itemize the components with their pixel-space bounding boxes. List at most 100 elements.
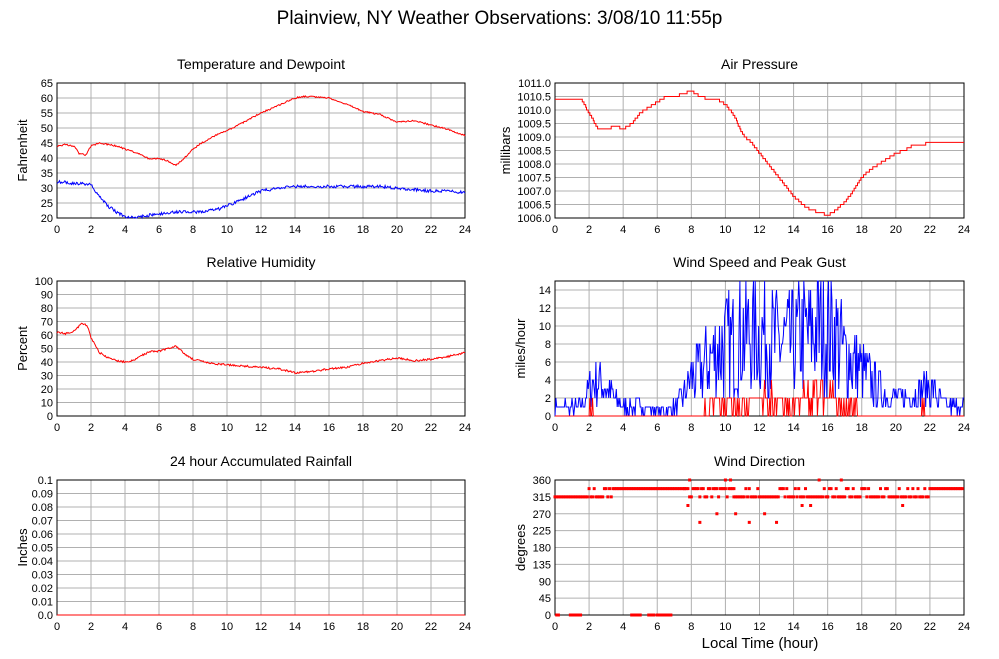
scatter-point [935, 487, 939, 491]
x-tick-label: 6 [654, 422, 660, 434]
plot-frame [56, 280, 466, 417]
chart-title: 24 hour Accumulated Rainfall [170, 453, 352, 469]
scatter-point [575, 613, 579, 617]
scatter-point [734, 495, 738, 499]
y-tick-label: 0.07 [32, 516, 53, 528]
series-line-red [555, 90, 964, 216]
chart-title: Air Pressure [721, 56, 798, 72]
x-tick-label: 18 [856, 621, 868, 633]
scatter-point [926, 495, 930, 499]
scatter-point [814, 495, 818, 499]
y-tick-label: 40 [41, 153, 53, 165]
x-tick-label: 8 [688, 621, 694, 633]
x-tick-label: 14 [787, 224, 799, 236]
scatter-point [868, 495, 872, 499]
y-axis-label: miles/hour [513, 318, 528, 379]
scatter-point [822, 487, 826, 491]
scatter-point [667, 613, 671, 617]
scatter-point [662, 613, 666, 617]
scatter-point [613, 487, 617, 491]
plot-frame [56, 82, 466, 219]
scatter-point [768, 495, 772, 499]
x-tick-label: 4 [122, 224, 128, 236]
scatter-point [841, 495, 845, 499]
x-tick-label: 16 [822, 224, 834, 236]
scatter-point [839, 495, 843, 499]
scatter-point [635, 487, 639, 491]
x-tick-label: 22 [924, 224, 936, 236]
y-tick-label: 1009.0 [517, 132, 551, 144]
x-tick-label: 20 [391, 224, 403, 236]
y-tick-label: 30 [41, 183, 53, 195]
scatter-point [638, 487, 642, 491]
y-tick-label: 14 [539, 285, 551, 297]
scatter-point [749, 495, 753, 499]
x-tick-label: 8 [190, 621, 196, 633]
scatter-point [723, 478, 727, 482]
scatter-point [800, 495, 804, 499]
scatter-point [599, 495, 603, 499]
y-tick-label: 0.09 [32, 489, 53, 501]
scatter-point [688, 495, 692, 499]
scatter-point [756, 487, 760, 491]
scatter-point [884, 487, 888, 491]
scatter-point [916, 487, 920, 491]
y-tick-label: 10 [539, 321, 551, 333]
scatter-point [623, 487, 627, 491]
scatter-point [800, 504, 804, 507]
scatter-point [829, 487, 833, 491]
scatter-point [686, 487, 690, 491]
scatter-point [819, 495, 823, 499]
scatter-point [621, 487, 625, 491]
y-tick-label: 45 [41, 138, 53, 150]
scatter-point [579, 495, 583, 499]
scatter-point [635, 613, 639, 617]
scatter-point [645, 487, 649, 491]
scatter-point [706, 487, 710, 491]
scatter-point [892, 495, 896, 499]
scatter-point [959, 487, 963, 491]
scatter-point [705, 495, 709, 499]
series-line-red [56, 94, 466, 167]
scatter-point [899, 495, 903, 499]
x-tick-label: 24 [958, 224, 970, 236]
x-tick-label: 20 [890, 422, 902, 434]
scatter-point [730, 487, 734, 491]
scatter-point [660, 613, 664, 617]
y-tick-label: 4 [545, 375, 551, 387]
scatter-point [947, 487, 951, 491]
y-tick-label: 1007.5 [517, 173, 551, 185]
y-tick-label: 135 [533, 559, 551, 571]
page-title: Plainview, NY Weather Observations: 3/08… [276, 8, 723, 29]
x-axis-title: Local Time (hour) [701, 635, 819, 652]
scatter-point [797, 487, 801, 491]
scatter-point [625, 487, 629, 491]
scatter-point [798, 495, 802, 499]
scatter-point [732, 487, 736, 491]
scatter-point [875, 495, 879, 499]
scatter-point [584, 495, 588, 499]
scatter-point [850, 495, 854, 499]
scatter-point [764, 495, 768, 499]
x-tick-label: 12 [753, 224, 765, 236]
scatter-point [640, 487, 644, 491]
scatter-point [925, 495, 929, 499]
y-tick-label: 65 [41, 78, 53, 90]
scatter-point [652, 613, 656, 617]
y-tick-label: 80 [41, 303, 53, 315]
scatter-point [638, 613, 642, 617]
scatter-point [556, 613, 560, 617]
scatter-point [902, 495, 906, 499]
scatter-point [676, 487, 680, 491]
scatter-point [590, 495, 594, 499]
scatter-point [630, 613, 634, 617]
scatter-point [950, 487, 954, 491]
scatter-point [918, 495, 922, 499]
scatter-point [775, 520, 779, 524]
x-tick-label: 12 [255, 422, 267, 434]
scatter-point [698, 520, 702, 524]
series-line-blue [554, 280, 964, 417]
x-tick-label: 16 [323, 422, 335, 434]
scatter-point [679, 487, 683, 491]
